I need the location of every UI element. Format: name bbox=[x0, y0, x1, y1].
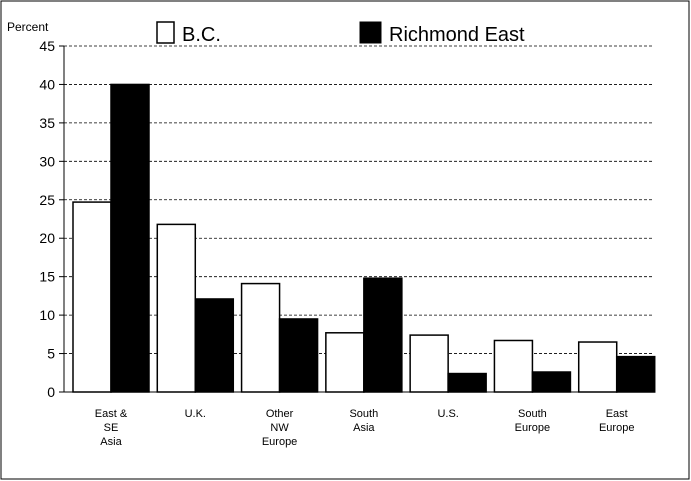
bar-richmond-east bbox=[110, 83, 150, 393]
bar-richmond-east bbox=[194, 298, 235, 393]
bar-bc bbox=[72, 201, 112, 393]
bar-bc bbox=[325, 332, 365, 393]
x-category-label: South Europe bbox=[515, 408, 550, 434]
bar-bc bbox=[156, 223, 197, 393]
bar-bc bbox=[409, 334, 449, 393]
y-tick-label: 35 bbox=[39, 115, 55, 131]
x-category-label: U.S. bbox=[437, 408, 458, 420]
bar-bc bbox=[577, 341, 618, 393]
legend-label-richmond-east: Richmond East bbox=[389, 24, 525, 46]
bar-richmond-east bbox=[615, 355, 656, 393]
y-tick-label: 45 bbox=[39, 38, 55, 54]
legend-label-bc: B.C. bbox=[182, 24, 221, 46]
legend: B.C. Richmond East bbox=[156, 21, 525, 46]
y-tick-label: 5 bbox=[47, 346, 55, 362]
x-category-label: South Asia bbox=[349, 408, 378, 434]
legend-swatch-richmond-east bbox=[359, 21, 382, 44]
y-tick-label: 25 bbox=[39, 192, 55, 208]
bar-bc bbox=[493, 339, 534, 393]
x-category-label: East Europe bbox=[599, 408, 634, 434]
y-tick-label: 15 bbox=[39, 269, 55, 285]
y-tick-label: 30 bbox=[39, 153, 55, 169]
y-tick-label: 40 bbox=[39, 76, 55, 92]
axes: 0 5 10 15 20 25 30 35 40 45 East & SE Asia U.K. Other N… bbox=[39, 38, 654, 448]
x-category-label: Other NW Europe bbox=[262, 408, 297, 448]
y-tick-label: 0 bbox=[47, 384, 55, 400]
bar-richmond-east bbox=[447, 372, 487, 393]
y-tick-label: 20 bbox=[39, 230, 55, 246]
x-category-label: East & SE Asia bbox=[95, 408, 128, 448]
bars bbox=[72, 83, 656, 393]
legend-swatch-bc bbox=[156, 21, 175, 44]
bar-richmond-east bbox=[363, 277, 403, 393]
y-axis-label: Percent bbox=[7, 20, 49, 34]
bar-richmond-east bbox=[278, 318, 319, 393]
bar-bc bbox=[240, 282, 281, 393]
y-tick-label: 10 bbox=[39, 307, 55, 323]
bar-richmond-east bbox=[531, 371, 572, 393]
x-category-label: U.K. bbox=[185, 408, 206, 420]
